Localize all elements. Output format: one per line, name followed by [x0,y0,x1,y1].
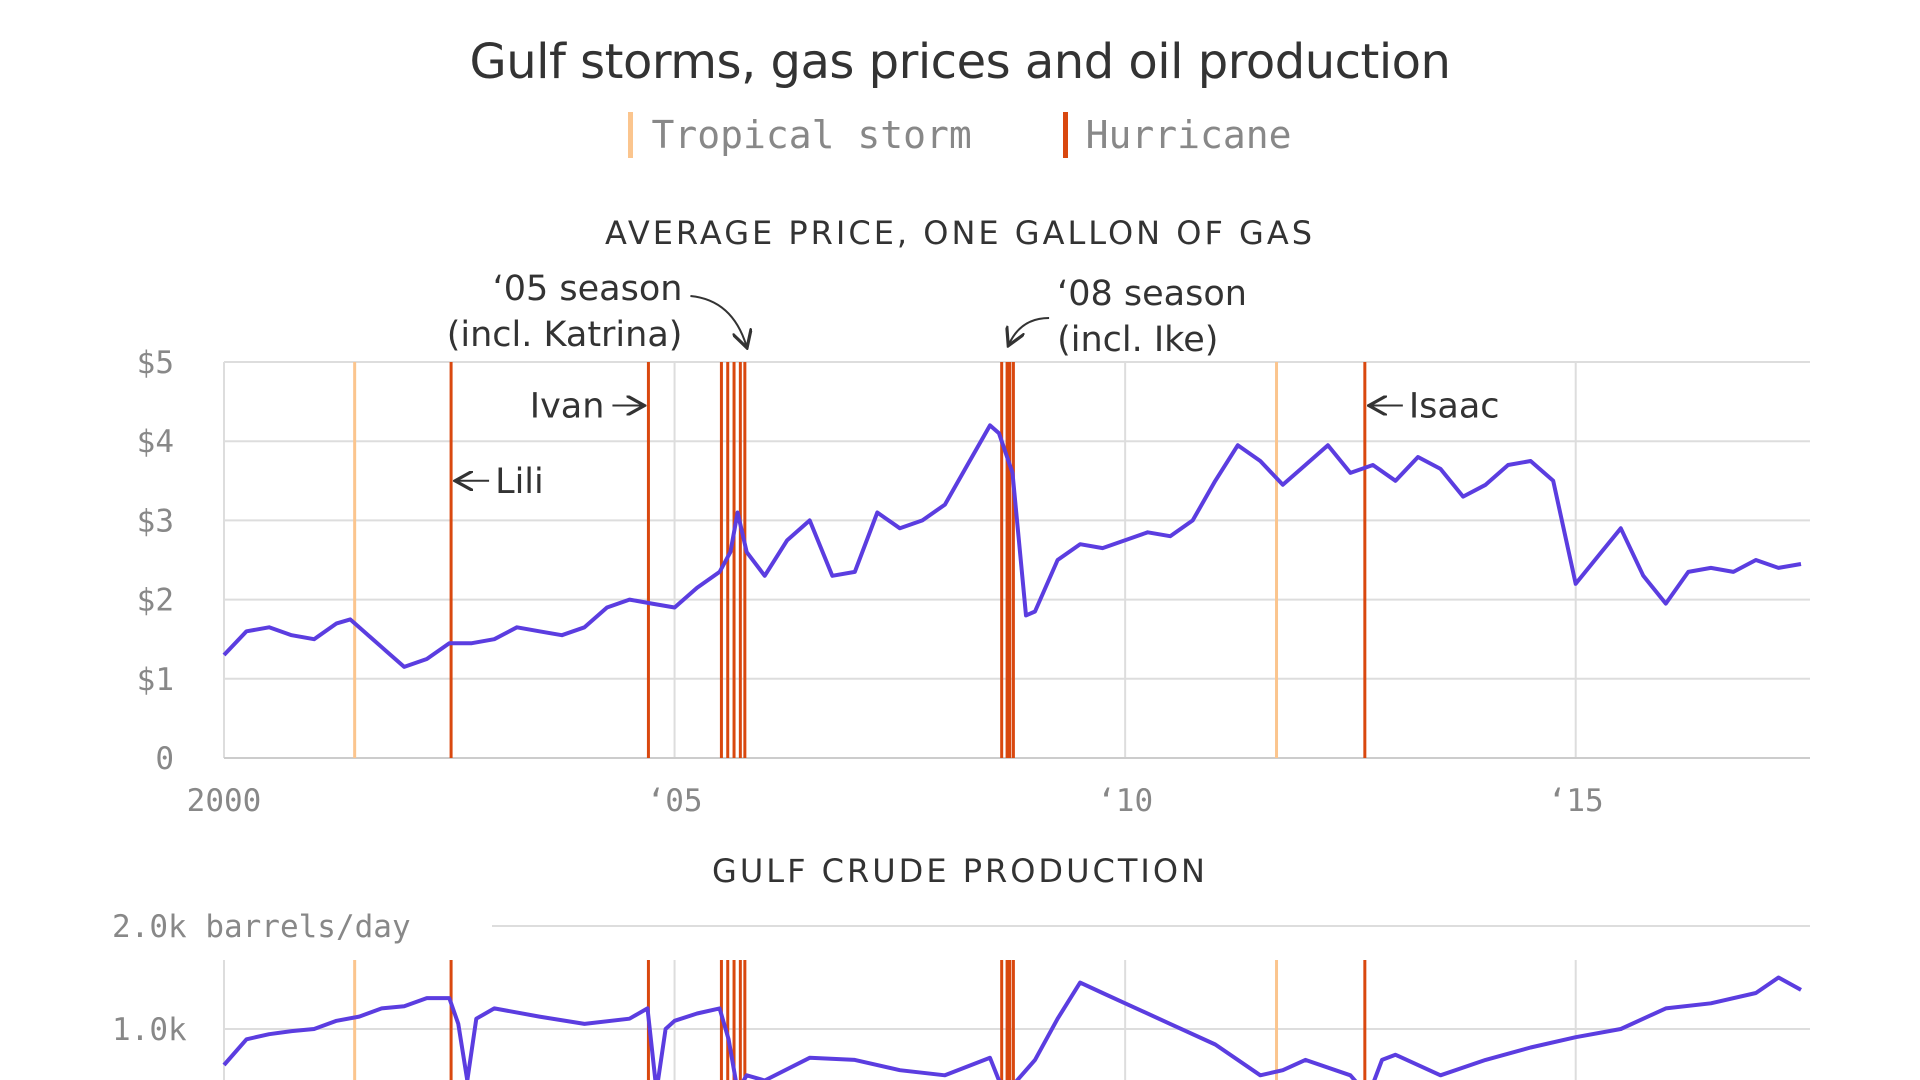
legend-label-tropical-storm: Tropical storm [651,113,972,157]
panel-title-crude-production: GULF CRUDE PRODUCTION [712,852,1208,890]
annotation-arrow [690,295,746,346]
y-tick-label: 0 [155,741,174,777]
y-tick-label: 1.0k [112,1012,187,1048]
x-tick-label: ‘15 [1548,783,1604,819]
y-tick-label: $4 [137,424,174,460]
y-tick-label: $5 [137,345,174,381]
series-line-gas-price [222,423,1802,669]
panel-title-gas-price: AVERAGE PRICE, ONE GALLON OF GAS [604,214,1316,252]
series-line-crude-production [222,975,1802,1080]
y-tick-label: $2 [137,583,174,619]
legend-label-hurricane: Hurricane [1085,113,1292,157]
y-tick-label: $1 [137,662,174,698]
legend-swatch-hurricane [1062,112,1068,158]
x-tick-label: ‘05 [647,783,703,819]
x-tick-label: ‘10 [1097,783,1153,819]
annotation-lili: Lili [495,462,544,502]
legend-item-tropical-storm: Tropical storm [628,112,972,158]
legend-item-hurricane: Hurricane [1062,112,1292,158]
y-tick-label: $3 [137,503,174,539]
annotation-arrow [1009,317,1050,344]
legend: Tropical storm Hurricane [0,112,1920,167]
annotation-ivan: Ivan [530,387,605,427]
chart-title: Gulf storms, gas prices and oil producti… [469,34,1451,90]
legend-swatch-tropical-storm [628,112,634,158]
annotation-08-season-detail: (incl. Ike) [1057,320,1218,360]
annotation-08-season: ‘08 season [1057,274,1247,314]
annotation-05-season: ‘05 season [493,269,683,309]
x-tick-label: 2000 [187,783,262,819]
annotation-05-season-detail: (incl. Katrina) [447,315,683,355]
y-tick-label: 2.0k barrels/day [112,909,411,945]
annotation-isaac: Isaac [1409,387,1500,427]
